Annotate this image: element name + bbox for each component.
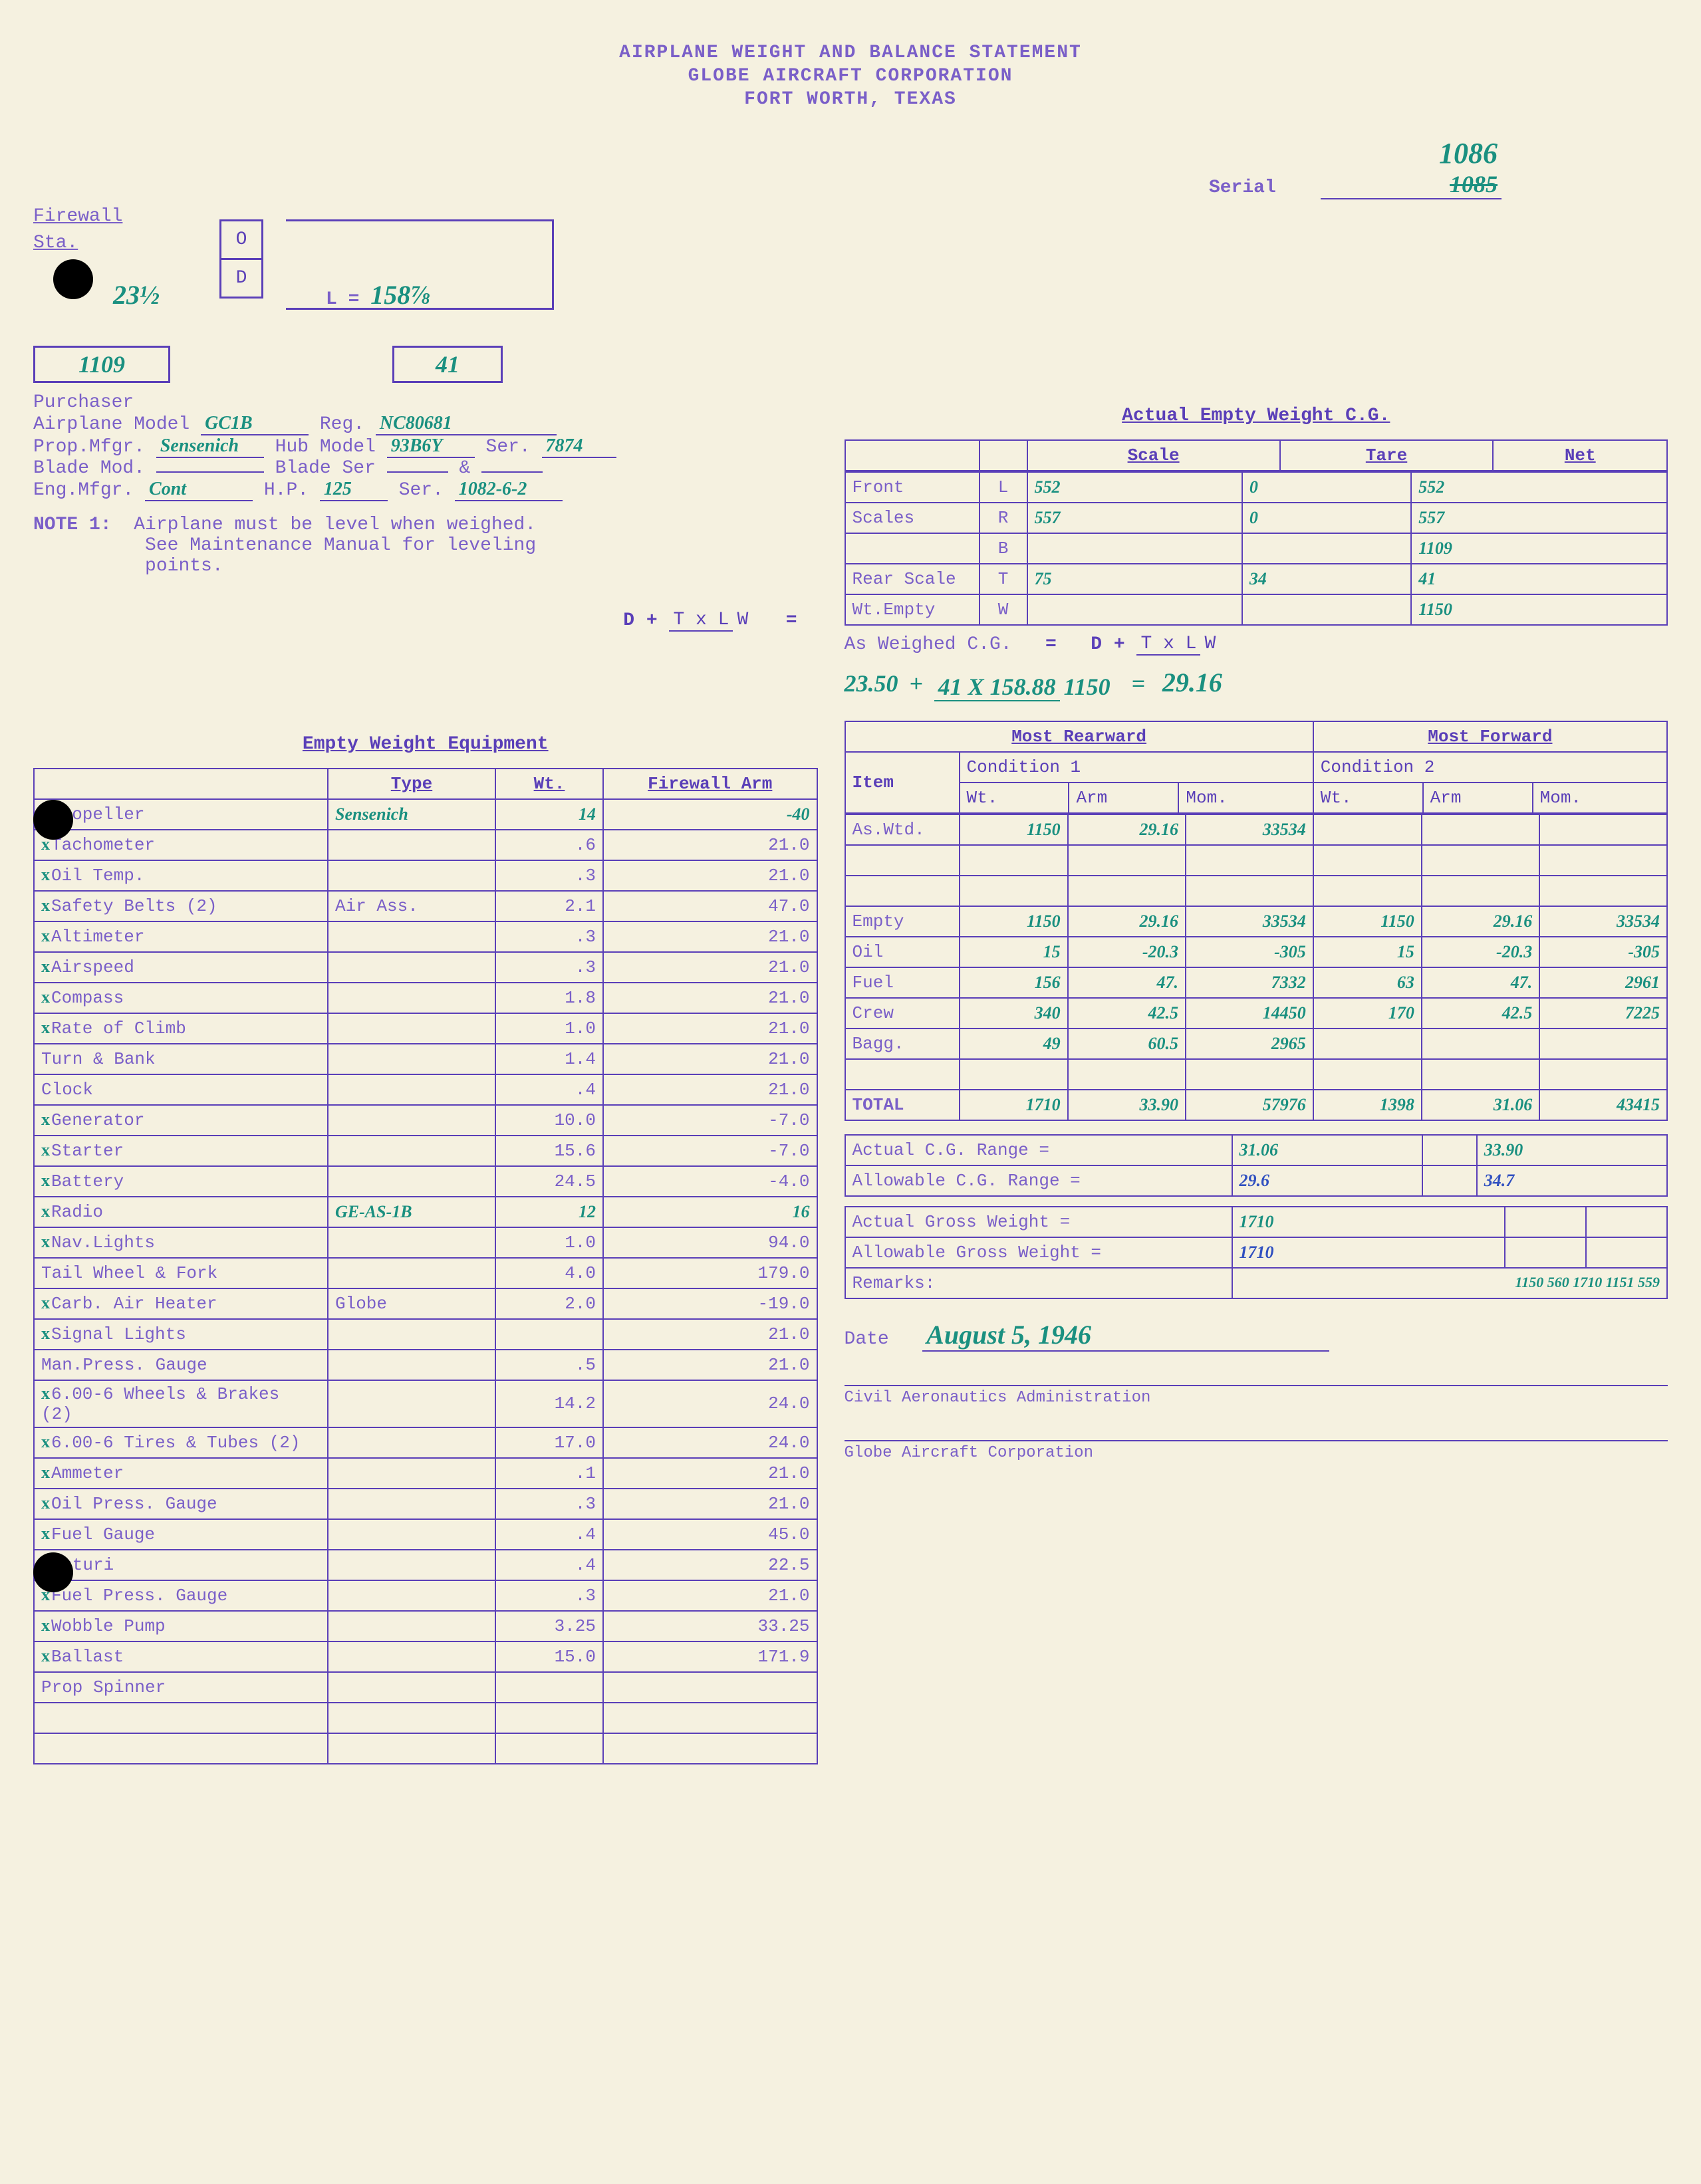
cond-hdr3: Wt. Arm Mom. Wt. Arm Mom.: [845, 783, 1667, 813]
sta-label: Sta.: [33, 233, 78, 253]
cg-row: Rear ScaleT753441: [845, 564, 1667, 594]
form-header: AIRPLANE WEIGHT AND BALANCE STATEMENT GL…: [33, 43, 1668, 110]
od-o: O: [221, 221, 261, 260]
cond-hdr1: Most Rearward Most Forward: [845, 721, 1667, 752]
note-1: NOTE 1: Airplane must be level when weig…: [33, 515, 632, 576]
equip-header-row: Type Wt. Firewall Arm: [34, 769, 817, 799]
cg-formula-row: As Weighed C.G. = D + T x LW: [845, 634, 1668, 655]
equip-row: Battery24.5-4.0: [34, 1166, 817, 1197]
equip-row: Fuel Press. Gauge.321.0: [34, 1580, 817, 1611]
equip-row: Compass1.821.0: [34, 983, 817, 1013]
condition-table: Most Rearward Most Forward Item Conditio…: [845, 721, 1668, 814]
equip-row: Safety Belts (2)Air Ass.2.147.0: [34, 891, 817, 921]
serial-crossed: 1085: [1450, 171, 1498, 197]
sig1-label: Civil Aeronautics Administration: [845, 1389, 1668, 1407]
equip-row: Tachometer.621.0: [34, 830, 817, 860]
left-formula: D + T x LW =: [33, 610, 818, 631]
range-row: Actual C.G. Range = 31.06 33.90: [845, 1135, 1667, 1165]
equip-row: Prop Spinner: [34, 1672, 817, 1703]
equip-row: Nav.Lights1.094.0: [34, 1227, 817, 1258]
date-row: Date August 5, 1946: [845, 1319, 1668, 1352]
punch-hole-3: [33, 1552, 73, 1592]
equip-row: Oil Press. Gauge.321.0: [34, 1489, 817, 1519]
box-41: 41: [392, 346, 503, 383]
sig2-label: Globe Aircraft Corporation: [845, 1444, 1668, 1462]
equip-row: [34, 1703, 817, 1733]
equip-row: Rate of Climb1.021.0: [34, 1013, 817, 1044]
cond-row: Empty115029.1633534115029.1633534: [845, 906, 1667, 937]
gross-weight-table: Actual Gross Weight = 1710 Allowable Gro…: [845, 1206, 1668, 1299]
info-line-2: Prop.Mfgr. Sensenich Hub Model 93B6Y Ser…: [33, 435, 818, 458]
cond-row: [845, 845, 1667, 876]
equip-row: Airspeed.321.0: [34, 952, 817, 983]
firewall-diagram: Firewall Sta. 23½ O D L = 158⅞ 1109 41: [33, 206, 1668, 379]
cg-formula-solved: 23.50 + 41 X 158.881150 = 29.16: [845, 667, 1668, 701]
info-line-4: Eng.Mfgr. Cont H.P. 125 Ser. 1082-6-2: [33, 479, 818, 501]
header-l1: AIRPLANE WEIGHT AND BALANCE STATEMENT: [33, 43, 1668, 63]
cg-row: B1109: [845, 533, 1667, 564]
cond-row: As.Wtd.115029.1633534: [845, 814, 1667, 845]
equip-row: Tail Wheel & Fork4.0179.0: [34, 1258, 817, 1288]
equip-row: Fuel Gauge.445.0: [34, 1519, 817, 1550]
header-l3: FORT WORTH, TEXAS: [33, 89, 1668, 110]
equip-row: Starter15.6-7.0: [34, 1136, 817, 1166]
serial-value: 1086: [1439, 137, 1498, 170]
cg-row: ScalesR5570557: [845, 503, 1667, 533]
equip-row: Signal Lights21.0: [34, 1319, 817, 1350]
equip-row: 6.00-6 Tires & Tubes (2)17.024.0: [34, 1427, 817, 1458]
ranges-table: Actual C.G. Range = 31.06 33.90 Allowabl…: [845, 1134, 1668, 1197]
cond-row: Bagg.4960.52965: [845, 1029, 1667, 1059]
info-line-3: Blade Mod. Blade Ser &: [33, 458, 818, 479]
cond-row: Crew34042.51445017042.57225: [845, 998, 1667, 1029]
cg-row: Wt.EmptyW1150: [845, 594, 1667, 625]
cg-row: FrontL5520552: [845, 472, 1667, 503]
equip-row: Altimeter.321.0: [34, 921, 817, 952]
equip-row: PropellerSensenich14-40: [34, 799, 817, 830]
od-d: D: [221, 260, 261, 297]
cond-row: [845, 876, 1667, 906]
equip-row: Turn & Bank1.421.0: [34, 1044, 817, 1074]
cond-row: Fuel15647.73326347.2961: [845, 967, 1667, 998]
range-row: Actual Gross Weight = 1710: [845, 1207, 1667, 1237]
cg-header-row: Scale Tare Net: [845, 440, 1667, 471]
equip-row: RadioGE-AS-1B1216: [34, 1197, 817, 1227]
equip-row: [34, 1733, 817, 1764]
serial-label: Serial: [1209, 178, 1276, 198]
d-val: 23½: [113, 279, 160, 310]
equip-title: Empty Weight Equipment: [33, 734, 818, 755]
equip-row: Venturi.422.5: [34, 1550, 817, 1580]
equip-row: Generator10.0-7.0: [34, 1105, 817, 1136]
condition-table-body: As.Wtd.115029.1633534 Empty115029.1633534…: [845, 814, 1668, 1121]
equip-row: Clock.421.0: [34, 1074, 817, 1105]
equip-row: Oil Temp..321.0: [34, 860, 817, 891]
cond-hdr2: Item Condition 1 Condition 2: [845, 752, 1667, 783]
cg-title: Actual Empty Weight C.G.: [845, 406, 1668, 426]
equip-row: Ballast15.0171.9: [34, 1641, 817, 1672]
cg-table: Scale Tare Net: [845, 439, 1668, 471]
purchaser-label: Purchaser: [33, 392, 818, 413]
remarks-row: Remarks: 1150 560 1710 1151 559: [845, 1268, 1667, 1298]
equip-row: Wobble Pump3.2533.25: [34, 1611, 817, 1641]
box-1109: 1109: [33, 346, 170, 383]
equip-row: Carb. Air HeaterGlobe2.0-19.0: [34, 1288, 817, 1319]
firewall-label: Firewall: [33, 206, 122, 227]
punch-hole-2: [33, 800, 73, 840]
range-row: Allowable C.G. Range = 29.6 34.7: [845, 1165, 1667, 1196]
serial-row: Serial 1086 1085: [33, 136, 1668, 199]
equip-row: 6.00-6 Wheels & Brakes (2)14.224.0: [34, 1380, 817, 1427]
punch-hole-1: [53, 259, 93, 299]
info-line-1: Airplane Model GC1B Reg. NC80681: [33, 413, 818, 435]
cond-row: Oil15-20.3-30515-20.3-305: [845, 937, 1667, 967]
range-row: Allowable Gross Weight = 1710: [845, 1237, 1667, 1268]
cg-table-body: FrontL5520552ScalesR5570557B1109Rear Sca…: [845, 471, 1668, 626]
cond-row: TOTAL171033.9057976139831.0643415: [845, 1090, 1667, 1120]
cond-row: [845, 1059, 1667, 1090]
equipment-table: Type Wt. Firewall Arm PropellerSensenich…: [33, 768, 818, 1764]
equip-row: Man.Press. Gauge.521.0: [34, 1350, 817, 1380]
equip-row: Ammeter.121.0: [34, 1458, 817, 1489]
header-l2: GLOBE AIRCRAFT CORPORATION: [33, 66, 1668, 86]
